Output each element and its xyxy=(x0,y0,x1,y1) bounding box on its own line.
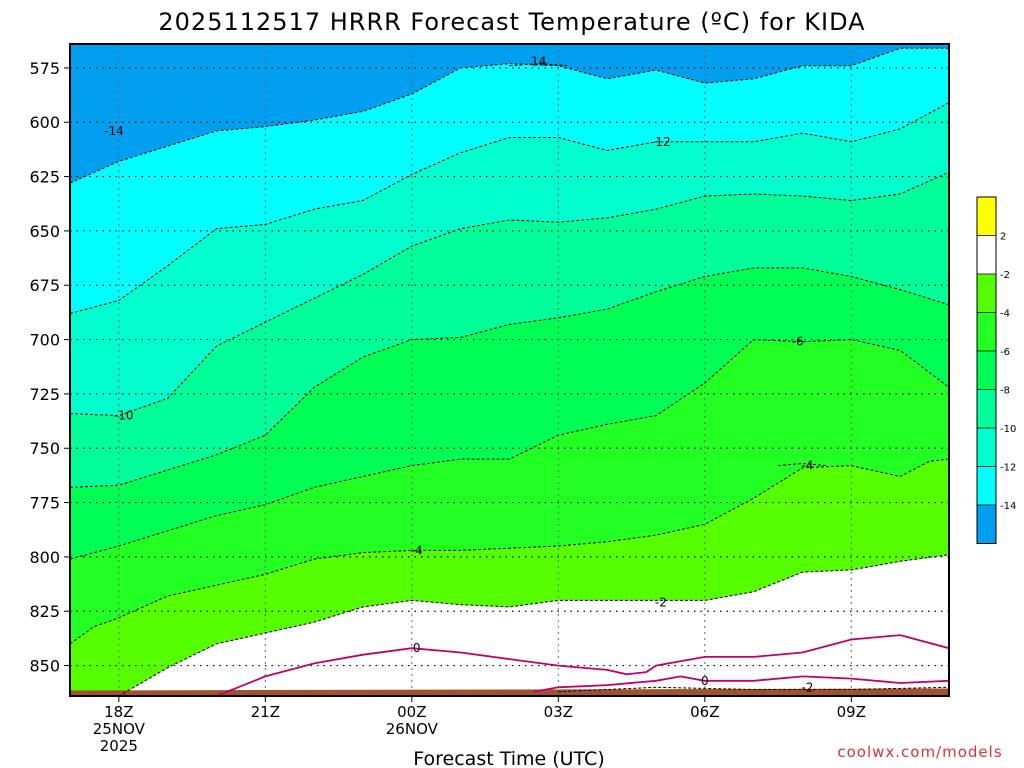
contour-line xyxy=(70,171,949,417)
credit-text: coolwx.com/models xyxy=(837,743,1002,761)
contour-line xyxy=(533,675,949,693)
colorbar: 2 -2 -4 -6 -8 -10 -12 -14 xyxy=(976,196,1016,544)
contour-line xyxy=(70,458,949,645)
colorbar-tick-label: -12 xyxy=(1000,463,1016,474)
contour-labels: -14 14 -12 -10 -6 -4 -4 -2 0 0 -2 xyxy=(104,54,813,694)
band-below-minus14 xyxy=(70,44,949,184)
band-minus8-to-minus6 xyxy=(70,267,949,560)
colorbar-frame xyxy=(976,196,997,544)
colorbar-tick-label: -8 xyxy=(1000,386,1010,397)
contour-label: 0 xyxy=(413,641,421,655)
band-minus14-to-minus12 xyxy=(70,48,949,314)
x-axis-label: Forecast Time (UTC) xyxy=(413,748,604,768)
colorbar-tick-label: -2 xyxy=(1000,270,1010,281)
colorbar-swatch xyxy=(977,197,996,236)
contour-line xyxy=(70,102,949,314)
plot-frame xyxy=(69,43,950,697)
x-tick-label: 18Z xyxy=(104,703,133,721)
colorbar-swatch xyxy=(977,505,996,544)
colorbar-tick-label: -10 xyxy=(1000,424,1016,435)
contour-lines xyxy=(70,47,949,696)
contour-label: 14 xyxy=(531,54,546,68)
contour-label: -6 xyxy=(792,335,804,349)
y-tick-label: 675 xyxy=(29,276,60,295)
contour-label: -12 xyxy=(651,135,671,149)
colorbar-tick-label: -14 xyxy=(1000,501,1016,512)
band-minus12-to-minus10 xyxy=(70,102,949,416)
colorbar-swatch xyxy=(977,274,996,313)
contour-line xyxy=(70,267,949,488)
contour-line xyxy=(216,634,949,696)
y-tick-label: 700 xyxy=(29,331,60,350)
band-minus10-to-minus8 xyxy=(70,172,949,488)
y-tick-label: 825 xyxy=(29,602,60,621)
contour-line xyxy=(70,339,949,560)
band-minus4-to-minus2 xyxy=(70,459,949,696)
contour-label: -4 xyxy=(801,459,813,473)
x-tick-label: 2025 xyxy=(100,737,138,755)
colorbar-swatch xyxy=(977,389,996,428)
colorbar-swatch xyxy=(977,428,996,467)
contour-line xyxy=(118,554,949,696)
x-tick-label: 00Z xyxy=(397,703,426,721)
colorbar-swatch xyxy=(977,235,996,274)
x-tick-label: 21Z xyxy=(251,703,280,721)
y-tick-label: 725 xyxy=(29,385,60,404)
band-minus6-to-minus4 xyxy=(70,339,949,644)
x-tick-label: 06Z xyxy=(690,703,719,721)
contour-label: -4 xyxy=(411,543,423,557)
y-tick-label: 650 xyxy=(29,222,60,241)
colorbar-swatch xyxy=(977,466,996,505)
contour-line xyxy=(558,686,949,693)
contour-line xyxy=(778,462,827,467)
contour-label: -2 xyxy=(801,680,813,694)
colorbar-swatch xyxy=(977,312,996,351)
y-tick-label: 600 xyxy=(29,113,60,132)
y-tick-label: 775 xyxy=(29,494,60,513)
grid xyxy=(70,44,949,696)
x-tick-label: 26NOV xyxy=(386,720,439,738)
contour-line xyxy=(70,47,949,184)
y-tick-label: 800 xyxy=(29,548,60,567)
contour-label: -14 xyxy=(104,124,124,138)
colorbar-tick-label: -6 xyxy=(1000,347,1010,358)
contour-label: -10 xyxy=(114,409,134,423)
chart-title: 2025112517 HRRR Forecast Temperature (ºC… xyxy=(158,8,865,36)
contour-label: -2 xyxy=(655,596,667,610)
temperature-fill xyxy=(70,44,949,696)
y-tick-label: 625 xyxy=(29,168,60,187)
x-tick-label: 03Z xyxy=(544,703,573,721)
x-tick-label: 09Z xyxy=(837,703,866,721)
y-tick-label: 575 xyxy=(29,59,60,78)
colorbar-swatch xyxy=(977,351,996,390)
colorbar-tick-label: 2 xyxy=(1000,232,1006,243)
y-axis: 575 600 625 650 675 700 725 750 775 800 825 850 xyxy=(29,59,70,676)
y-tick-label: 750 xyxy=(29,439,60,458)
ground-surface xyxy=(70,688,949,696)
contour-label: 0 xyxy=(701,674,709,688)
colorbar-tick-label: -4 xyxy=(1000,309,1010,320)
x-tick-label: 25NOV xyxy=(93,720,146,738)
y-tick-label: 850 xyxy=(29,657,60,676)
